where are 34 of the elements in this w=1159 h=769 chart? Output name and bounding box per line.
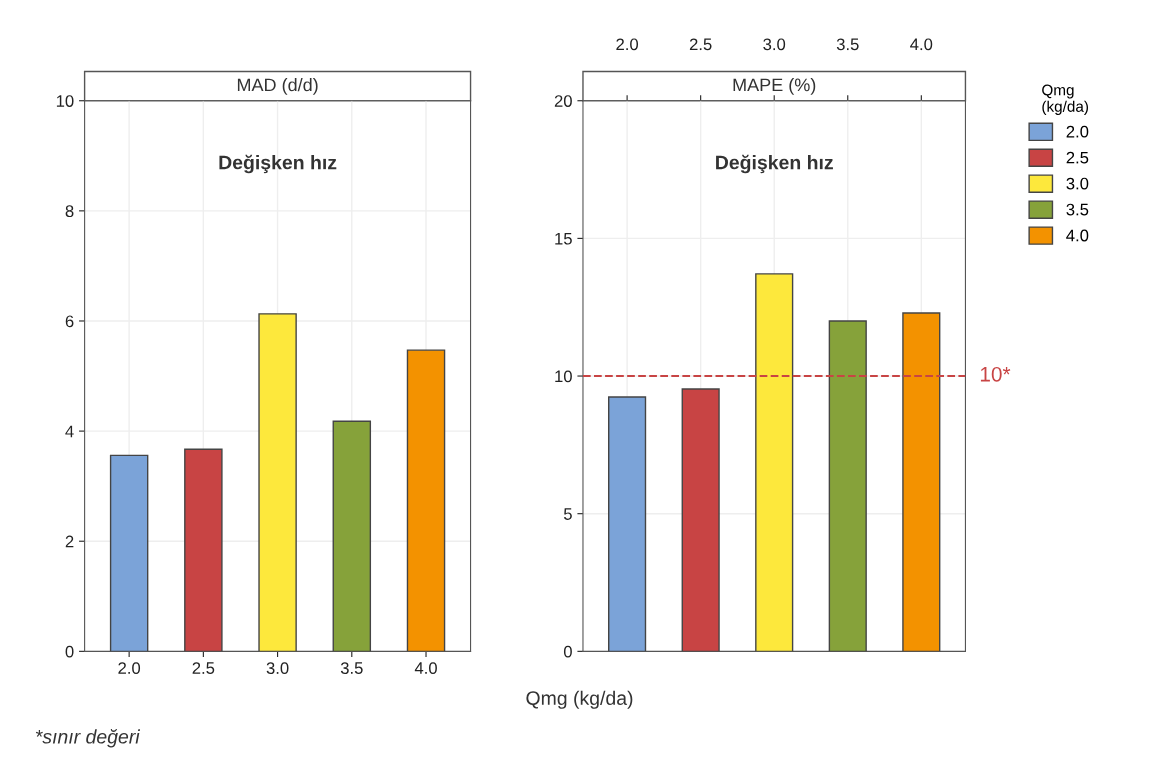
y-tick-label: 0: [563, 645, 572, 658]
x-tick-label: 2.0: [118, 662, 141, 674]
x-tick-label: 2.5: [689, 38, 712, 51]
legend-label: 3.5: [1066, 203, 1089, 216]
y-tick-label: 15: [555, 232, 572, 245]
y-tick-label: 0: [65, 645, 74, 658]
chart-title: MAD (d/d): [237, 78, 318, 95]
y-tick-label: 2: [65, 535, 74, 548]
x-tick-label: 2.0: [616, 38, 639, 51]
y-tick-label: 20: [554, 95, 572, 107]
y-tick-label: 4: [65, 425, 74, 438]
ref-line-label: 10*: [980, 366, 1011, 382]
chart-title: MAPE (%): [733, 78, 816, 95]
y-tick-label: 5: [563, 508, 572, 520]
x-axis-title: Qmg (kg/da): [526, 690, 633, 709]
y-tick-label: 6: [65, 315, 74, 328]
x-tick-label: 4.0: [910, 38, 933, 51]
legend-label: 2.0: [1066, 125, 1089, 138]
x-tick-label: 2.5: [192, 662, 215, 674]
x-tick-label: 4.0: [414, 662, 437, 674]
y-tick-label: 10: [555, 370, 572, 383]
x-tick-label: 3.5: [340, 662, 363, 674]
legend-label: 3.0: [1066, 177, 1089, 190]
y-tick-label: 8: [65, 205, 74, 218]
legend-label: 2.5: [1066, 151, 1089, 164]
text: *sınır değeri: [35, 729, 141, 748]
x-tick-label: 3.5: [836, 38, 859, 51]
y-tick-label: 10: [56, 95, 74, 107]
x-tick-label: 3.0: [266, 662, 289, 674]
annotation: Değişken hız: [716, 154, 833, 174]
legend-title: Qmg (kg/da): [1042, 84, 1089, 115]
legend-label: 4.0: [1066, 229, 1089, 242]
x-tick-label: 3.0: [763, 38, 786, 51]
annotation: Değişken hız: [219, 154, 337, 174]
